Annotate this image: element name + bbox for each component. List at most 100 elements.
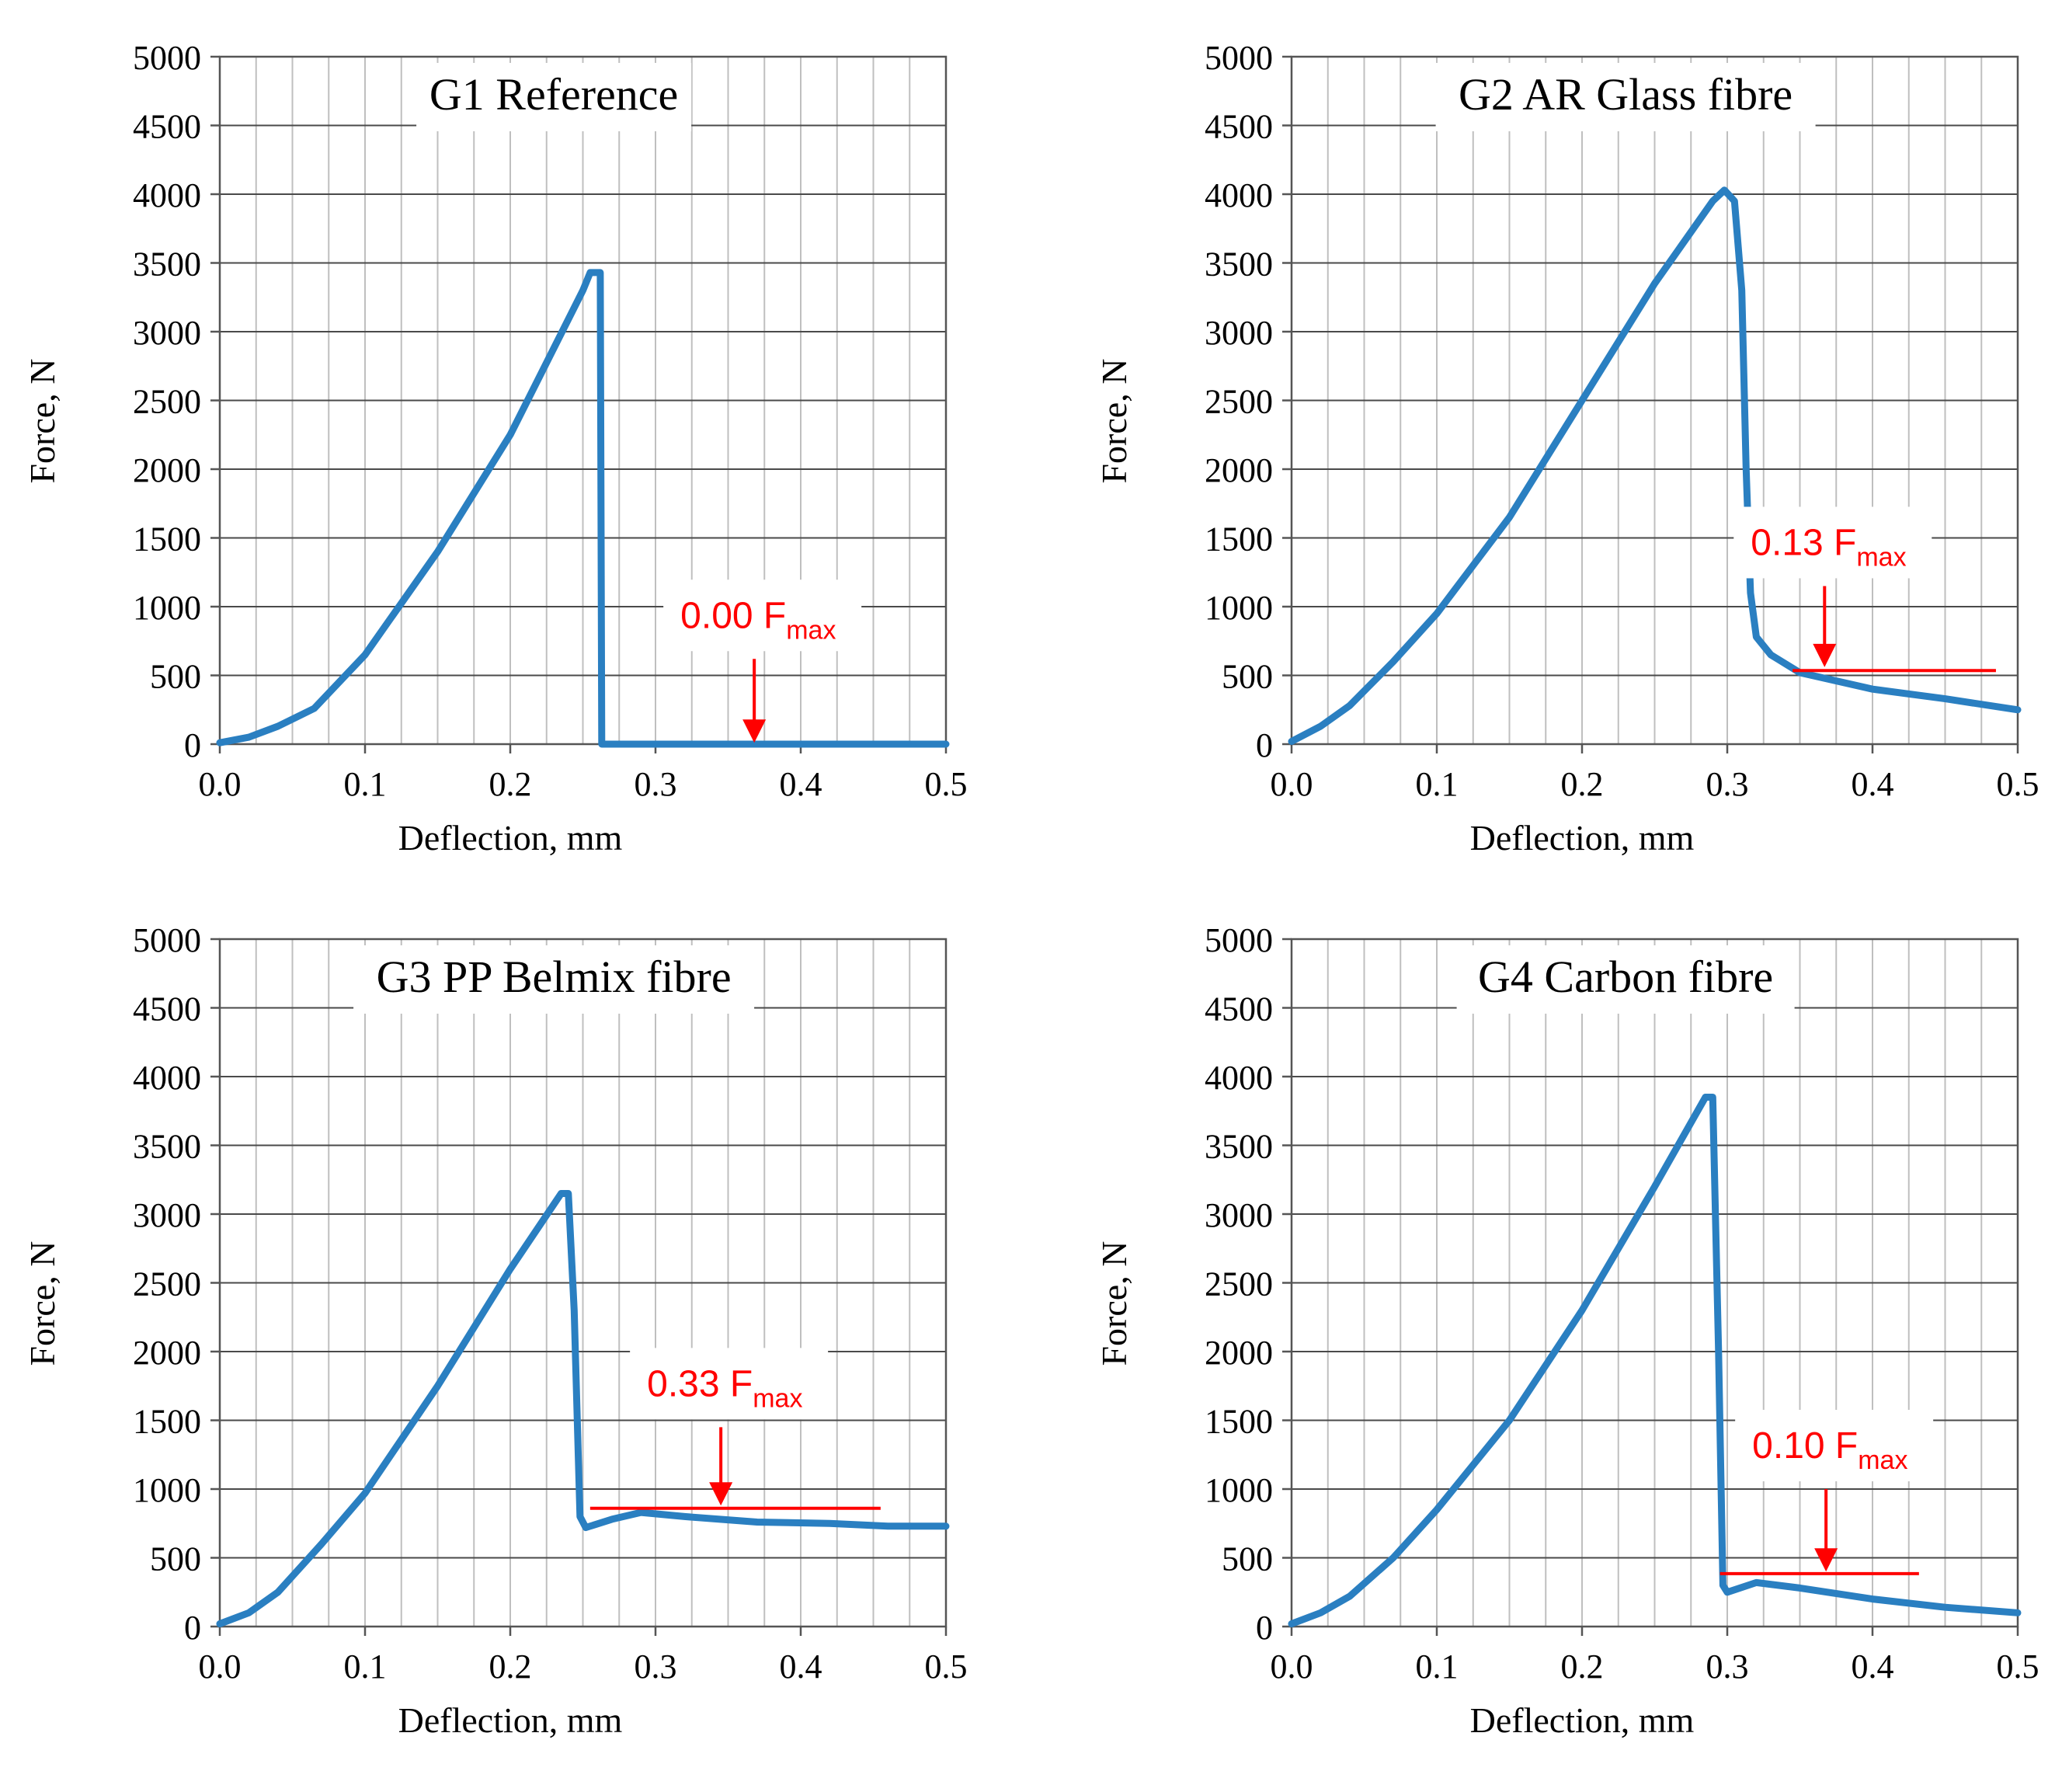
- x-axis-label: Deflection, mm: [398, 818, 623, 858]
- x-tick-label: 0.5: [1997, 765, 2039, 803]
- title-background: [416, 63, 692, 131]
- x-tick-label: 0.4: [780, 1648, 822, 1686]
- chart-g2-ar-glass-fibre: 0 500 1000 1500 2000 2500 3000 3500 4000 4500 5000…: [1094, 39, 2039, 858]
- y-tick-label: 4000: [1205, 176, 1273, 214]
- x-axis-label: Deflection, mm: [1470, 818, 1695, 858]
- y-tick-label: 4500: [1205, 108, 1273, 146]
- y-tick-label: 4000: [1205, 1059, 1273, 1097]
- y-tick-label: 2000: [133, 1334, 201, 1372]
- chart-title: G4 Carbon fibre: [1478, 952, 1773, 1002]
- x-tick-label: 0.3: [635, 765, 677, 803]
- x-tick-label: 0.3: [1706, 765, 1749, 803]
- annotation-label-background: [1735, 1410, 1934, 1481]
- x-tick-label: 0.5: [925, 1648, 968, 1686]
- chart-title: G2 AR Glass fibre: [1459, 69, 1793, 120]
- y-axis-label: Force, N: [23, 359, 62, 484]
- y-tick-label: 500: [150, 658, 201, 696]
- title-background: [353, 945, 755, 1014]
- x-tick-label: 0.1: [1416, 765, 1459, 803]
- series-line: [216, 1190, 950, 1627]
- y-tick-label: 3000: [1205, 1196, 1273, 1234]
- y-tick-label: 4000: [133, 176, 201, 214]
- y-tick-label: 1000: [1205, 1471, 1273, 1509]
- y-tick-label: 3500: [133, 1128, 201, 1166]
- y-tick-label: 2500: [1205, 1265, 1273, 1303]
- chart-g1-reference: 0 500 1000 1500 2000 2500 3000 3500 4000 4500 5000…: [23, 39, 968, 858]
- y-tick-label: 2500: [133, 383, 201, 421]
- x-tick-label: 0.2: [1561, 1648, 1604, 1686]
- x-tick-label: 0.4: [1852, 1648, 1894, 1686]
- y-tick-label: 2500: [1205, 383, 1273, 421]
- y-tick-label: 0: [184, 726, 201, 764]
- x-tick-label: 0.0: [1271, 1648, 1313, 1686]
- x-tick-label: 0.1: [1416, 1648, 1459, 1686]
- y-tick-label: 5000: [1205, 921, 1273, 959]
- y-tick-label: 500: [150, 1540, 201, 1578]
- y-tick-label: 1000: [133, 589, 201, 627]
- series-line: [1288, 1094, 2022, 1627]
- y-tick-label: 0: [1256, 1609, 1273, 1647]
- y-tick-label: 1500: [133, 520, 201, 558]
- chart-title: G1 Reference: [429, 69, 678, 120]
- x-tick-label: 0.0: [199, 1648, 242, 1686]
- x-tick-label: 0.1: [344, 1648, 387, 1686]
- chart-g4-carbon-fibre: 0 500 1000 1500 2000 2500 3000 3500 4000 4500 5000…: [1094, 921, 2039, 1740]
- x-tick-label: 0.5: [1997, 1648, 2039, 1686]
- annotation-label-background: [1733, 506, 1932, 579]
- y-tick-label: 500: [1222, 658, 1273, 696]
- y-tick-label: 5000: [133, 921, 201, 959]
- y-tick-label: 0: [1256, 726, 1273, 764]
- y-tick-label: 1000: [1205, 589, 1273, 627]
- y-tick-label: 3000: [1205, 314, 1273, 352]
- annotation-label-background: [630, 1348, 829, 1420]
- y-axis-label: Force, N: [1094, 359, 1134, 484]
- x-tick-label: 0.2: [489, 765, 532, 803]
- y-tick-label: 1500: [133, 1403, 201, 1441]
- x-tick-label: 0.3: [1706, 1648, 1749, 1686]
- annotation-arrow-head: [742, 719, 767, 743]
- y-tick-label: 3000: [133, 1196, 201, 1234]
- y-axis-label: Force, N: [1094, 1241, 1134, 1366]
- x-tick-label: 0.3: [635, 1648, 677, 1686]
- y-tick-label: 2000: [1205, 451, 1273, 489]
- y-tick-label: 500: [1222, 1540, 1273, 1578]
- annotation-arrow-head: [1813, 643, 1837, 667]
- y-tick-label: 4500: [1205, 990, 1273, 1028]
- y-tick-label: 5000: [133, 39, 201, 77]
- title-background: [1435, 63, 1816, 131]
- y-tick-label: 4500: [133, 108, 201, 146]
- annotation-label-background: [663, 579, 862, 652]
- x-axis-label: Deflection, mm: [1470, 1700, 1695, 1740]
- y-tick-label: 4500: [133, 990, 201, 1028]
- y-tick-label: 5000: [1205, 39, 1273, 77]
- y-tick-label: 3000: [133, 314, 201, 352]
- annotation-arrow-head: [1814, 1548, 1838, 1572]
- chart-title: G3 PP Belmix fibre: [377, 952, 732, 1002]
- x-tick-label: 0.1: [344, 765, 387, 803]
- x-tick-label: 0.4: [780, 765, 822, 803]
- x-axis-label: Deflection, mm: [398, 1700, 623, 1740]
- y-tick-label: 3500: [1205, 245, 1273, 284]
- x-tick-label: 0.0: [199, 765, 242, 803]
- y-tick-label: 2500: [133, 1265, 201, 1303]
- x-tick-label: 0.2: [489, 1648, 532, 1686]
- y-tick-label: 1000: [133, 1471, 201, 1509]
- y-axis-label: Force, N: [23, 1241, 62, 1366]
- y-tick-label: 1500: [1205, 520, 1273, 558]
- x-tick-label: 0.4: [1852, 765, 1894, 803]
- chart-g3-pp-belmix-fibre: 0 500 1000 1500 2000 2500 3000 3500 4000 4500 5000…: [23, 921, 968, 1740]
- annotation-arrow-head: [709, 1482, 733, 1506]
- x-tick-label: 0.5: [925, 765, 968, 803]
- title-background: [1456, 945, 1795, 1014]
- y-tick-label: 2000: [1205, 1334, 1273, 1372]
- y-tick-label: 3500: [133, 245, 201, 284]
- y-tick-label: 0: [184, 1609, 201, 1647]
- series-line: [216, 269, 950, 748]
- y-tick-label: 4000: [133, 1059, 201, 1097]
- y-tick-label: 1500: [1205, 1403, 1273, 1441]
- y-tick-label: 2000: [133, 451, 201, 489]
- x-tick-label: 0.0: [1271, 765, 1313, 803]
- y-tick-label: 3500: [1205, 1128, 1273, 1166]
- x-tick-label: 0.2: [1561, 765, 1604, 803]
